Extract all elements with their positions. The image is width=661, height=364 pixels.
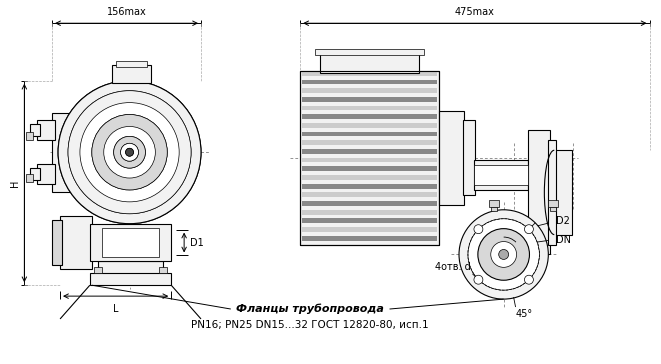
Bar: [302, 123, 437, 128]
Bar: [30, 124, 40, 136]
Bar: [488, 200, 498, 207]
Bar: [463, 120, 475, 195]
Bar: [490, 207, 496, 211]
Bar: [302, 158, 437, 162]
Bar: [474, 165, 529, 185]
Bar: [300, 71, 439, 245]
Bar: [474, 160, 529, 190]
Text: H: H: [11, 179, 20, 187]
Circle shape: [126, 148, 134, 156]
Bar: [302, 149, 437, 154]
Circle shape: [498, 249, 508, 260]
Circle shape: [58, 81, 201, 224]
Text: 475max: 475max: [455, 7, 495, 17]
Circle shape: [474, 275, 483, 284]
Bar: [302, 132, 437, 136]
Circle shape: [114, 136, 145, 168]
Bar: [302, 114, 437, 119]
Bar: [112, 65, 151, 83]
Circle shape: [114, 136, 145, 168]
Bar: [302, 88, 437, 93]
Bar: [302, 218, 437, 223]
Circle shape: [459, 210, 549, 299]
Circle shape: [80, 103, 179, 202]
Circle shape: [120, 143, 138, 161]
Bar: [302, 71, 437, 76]
Text: L: L: [113, 304, 118, 314]
Circle shape: [126, 148, 134, 156]
Bar: [549, 200, 559, 207]
Circle shape: [104, 126, 155, 178]
Bar: [52, 112, 134, 192]
Bar: [37, 120, 55, 140]
Bar: [302, 201, 437, 206]
Bar: [320, 53, 419, 73]
Circle shape: [468, 219, 539, 290]
Bar: [315, 49, 424, 55]
Circle shape: [104, 126, 155, 178]
Text: 45°: 45°: [516, 309, 533, 319]
Bar: [94, 267, 102, 273]
Circle shape: [92, 115, 167, 190]
Bar: [26, 132, 33, 140]
Bar: [551, 207, 557, 211]
Bar: [555, 150, 572, 234]
Circle shape: [92, 115, 167, 190]
Text: D2: D2: [556, 216, 570, 226]
Bar: [90, 224, 171, 261]
Bar: [529, 130, 551, 254]
Text: PN16; PN25 DN15...32 ГОСТ 12820-80, исп.1: PN16; PN25 DN15...32 ГОСТ 12820-80, исп.…: [191, 320, 429, 330]
Circle shape: [68, 91, 191, 214]
Circle shape: [478, 229, 529, 280]
Circle shape: [58, 81, 201, 224]
Bar: [300, 71, 439, 245]
Text: Фланцы трубопровода: Фланцы трубопровода: [236, 304, 384, 314]
Bar: [302, 236, 437, 241]
Text: 156max: 156max: [106, 7, 147, 17]
Bar: [549, 140, 557, 245]
Circle shape: [120, 143, 138, 161]
Bar: [90, 273, 171, 285]
Bar: [52, 220, 62, 265]
Bar: [302, 193, 437, 197]
Bar: [60, 216, 92, 269]
Bar: [159, 267, 167, 273]
Bar: [30, 168, 40, 180]
Circle shape: [68, 91, 191, 214]
Bar: [302, 80, 437, 84]
Bar: [302, 166, 437, 171]
Text: 4отв. d: 4отв. d: [435, 262, 471, 272]
Bar: [116, 61, 147, 67]
Bar: [302, 210, 437, 214]
Bar: [37, 164, 55, 184]
Bar: [302, 184, 437, 189]
Circle shape: [80, 103, 179, 202]
Bar: [302, 97, 437, 102]
Bar: [102, 228, 159, 257]
Bar: [439, 111, 464, 205]
Bar: [302, 175, 437, 180]
Bar: [98, 261, 163, 277]
Text: D1: D1: [190, 238, 204, 248]
Bar: [302, 227, 437, 232]
Circle shape: [490, 242, 516, 267]
Bar: [302, 106, 437, 110]
Bar: [26, 174, 33, 182]
Bar: [302, 140, 437, 145]
Circle shape: [524, 225, 533, 234]
Circle shape: [524, 275, 533, 284]
Text: DN: DN: [556, 235, 570, 245]
Circle shape: [474, 225, 483, 234]
